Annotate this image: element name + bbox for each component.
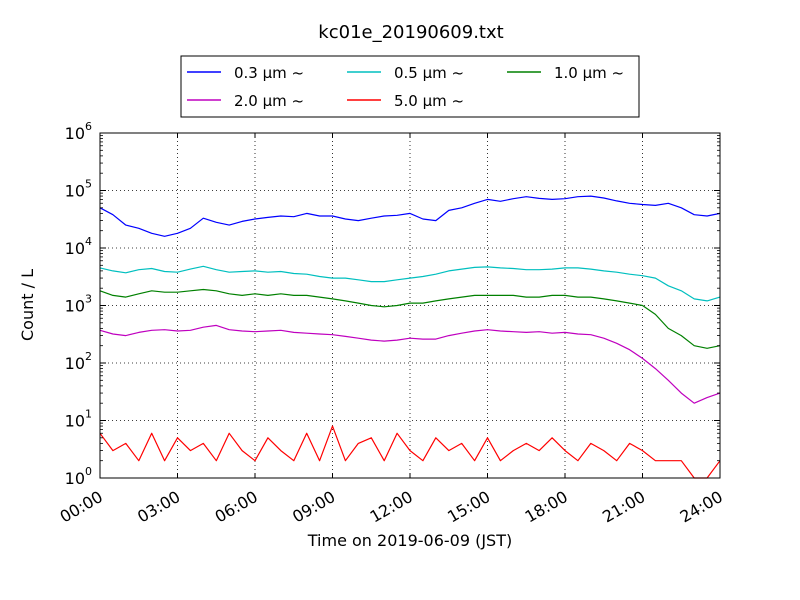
chart-title: kc01e_20190609.txt — [318, 22, 503, 43]
legend: 0.3 μm ~ 0.5 μm ~ 1.0 μm ~ 2.0 μm ~ 5.0 μm ~ — [180, 55, 640, 118]
y-tick-label: 104 — [65, 235, 92, 258]
legend-label: 0.5 μm ~ — [394, 64, 464, 82]
series-line-0 — [99, 195, 721, 237]
series-line-1 — [99, 265, 721, 302]
y-tick-label: 103 — [65, 293, 92, 316]
y-tick-label: 100 — [65, 465, 92, 488]
series-line-4 — [99, 425, 721, 479]
x-axis-title: Time on 2019-06-09 (JST) — [307, 531, 512, 550]
legend-label: 2.0 μm ~ — [234, 92, 304, 110]
y-tick-label: 102 — [65, 350, 92, 373]
legend-box — [180, 55, 640, 118]
legend-label: 1.0 μm ~ — [554, 64, 624, 82]
series-group — [99, 195, 721, 479]
series-line-2 — [99, 288, 721, 349]
y-tick-label: 106 — [65, 120, 92, 143]
y-axis-title: Count / L — [18, 269, 37, 341]
series-line-3 — [99, 324, 721, 404]
legend-label: 5.0 μm ~ — [394, 92, 464, 110]
legend-label: 0.3 μm ~ — [234, 64, 304, 82]
y-tick-label: 105 — [65, 178, 92, 201]
y-tick-label: 101 — [65, 408, 92, 431]
